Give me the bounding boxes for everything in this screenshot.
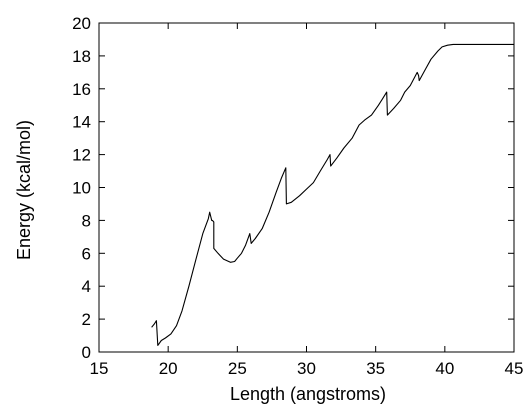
y-tick-label: 4	[82, 277, 91, 296]
x-tick-label: 30	[297, 359, 316, 378]
x-tick-label: 35	[366, 359, 385, 378]
y-axis-ticks: 0 2 4 6 8 10 12 14 16 18 20	[72, 14, 514, 362]
y-tick-label: 2	[82, 310, 91, 329]
y-tick-label: 8	[82, 211, 91, 230]
y-tick-label: 20	[72, 14, 91, 33]
x-tick-label: 15	[90, 359, 109, 378]
y-axis-label: Energy (kcal/mol)	[14, 120, 34, 260]
x-tick-label: 25	[228, 359, 247, 378]
y-tick-label: 14	[72, 113, 91, 132]
y-tick-label: 12	[72, 146, 91, 165]
x-tick-label: 40	[435, 359, 454, 378]
y-tick-label: 16	[72, 80, 91, 99]
x-axis-label: Length (angstroms)	[230, 384, 386, 404]
y-tick-label: 18	[72, 47, 91, 66]
x-tick-label: 45	[505, 359, 524, 378]
y-tick-label: 0	[82, 343, 91, 362]
y-tick-label: 10	[72, 179, 91, 198]
y-tick-label: 6	[82, 244, 91, 263]
x-tick-label: 20	[159, 359, 178, 378]
plot-area	[98, 22, 515, 353]
x-axis-ticks: 15 20 25 30 35 40 45	[90, 23, 524, 378]
series-line	[151, 43, 514, 346]
